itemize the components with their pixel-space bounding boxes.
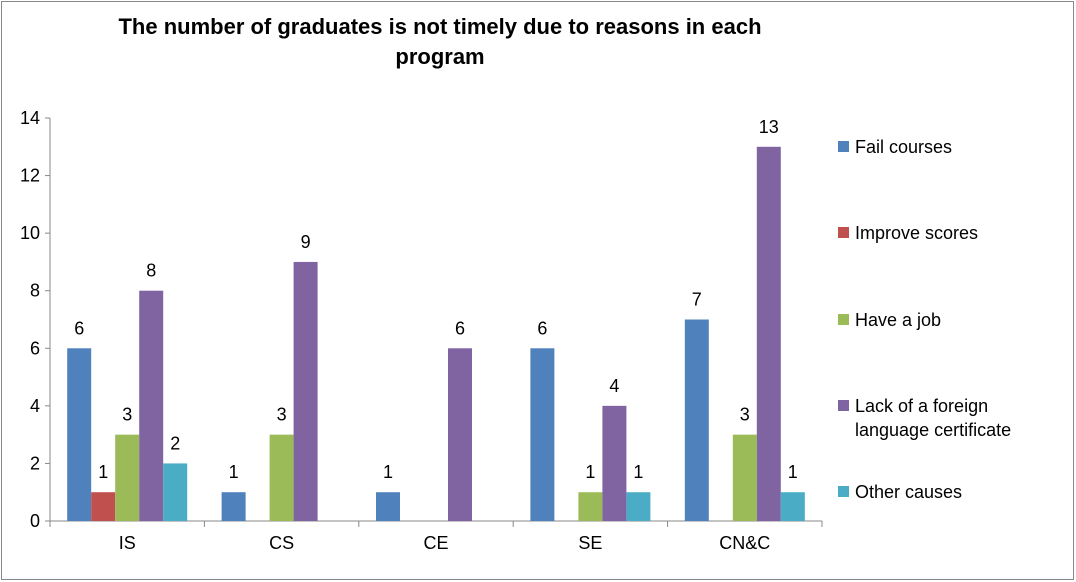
bar	[67, 348, 92, 521]
data-label: 1	[98, 462, 108, 482]
legend-label: Have a job	[855, 310, 942, 330]
legend-swatch	[838, 314, 849, 325]
data-label: 1	[585, 462, 595, 482]
data-label: 6	[74, 318, 84, 338]
y-tick-label: 0	[30, 511, 40, 531]
bar	[293, 261, 318, 521]
bar	[684, 319, 709, 521]
legend-item: Fail courses	[838, 135, 1065, 159]
y-tick-label: 2	[30, 453, 40, 473]
y-tick-label: 14	[20, 108, 40, 128]
data-label: 6	[455, 318, 465, 338]
x-tick-label: SE	[578, 533, 602, 553]
y-tick-label: 6	[30, 338, 40, 358]
bar	[139, 290, 164, 521]
bar	[376, 492, 400, 521]
data-label: 6	[537, 318, 547, 338]
bar	[530, 348, 555, 521]
bar	[91, 492, 116, 521]
data-label: 1	[383, 462, 393, 482]
x-tick-label: CN&C	[719, 533, 770, 553]
x-tick-label: CS	[269, 533, 294, 553]
data-label: 3	[122, 405, 132, 425]
bar	[626, 492, 651, 521]
data-label: 1	[633, 462, 643, 482]
legend-swatch	[838, 486, 849, 497]
bar	[115, 434, 140, 521]
legend-swatch	[838, 141, 849, 152]
legend-item: Improve scores	[838, 221, 1065, 245]
x-tick-label: CE	[423, 533, 448, 553]
data-label: 8	[146, 261, 156, 281]
data-label: 2	[170, 433, 180, 453]
bar	[780, 492, 805, 521]
x-tick-label: IS	[119, 533, 136, 553]
chart-title: The number of graduates is not timely du…	[118, 14, 762, 69]
y-tick-label: 12	[20, 166, 40, 186]
legend-item: Have a job	[838, 308, 1065, 332]
bar	[448, 348, 472, 521]
data-label: 1	[229, 462, 239, 482]
data-label: 4	[609, 376, 619, 396]
data-label: 3	[277, 405, 287, 425]
legend-swatch	[838, 227, 849, 238]
bar	[602, 405, 627, 521]
data-label: 7	[692, 290, 702, 310]
legend-label: Improve scores	[855, 223, 979, 243]
legend-label: Fail courses	[855, 137, 953, 157]
legend-item: Lack of a foreign language certificate	[838, 394, 1065, 442]
bar	[578, 492, 603, 521]
legend-label: Other causes	[855, 482, 963, 502]
bar	[732, 434, 757, 521]
legend-label: Lack of a foreign language certificate	[855, 396, 1012, 440]
bar	[269, 434, 294, 521]
data-label: 9	[301, 232, 311, 252]
data-label: 13	[759, 117, 779, 137]
data-label: 1	[788, 462, 798, 482]
bar	[756, 146, 781, 522]
legend-swatch	[838, 400, 849, 411]
bar	[163, 463, 188, 521]
data-label: 3	[740, 405, 750, 425]
legend-item: Other causes	[838, 480, 1065, 504]
bar	[221, 492, 246, 521]
y-tick-label: 10	[20, 223, 40, 243]
y-tick-label: 4	[30, 396, 40, 416]
y-tick-label: 8	[30, 281, 40, 301]
